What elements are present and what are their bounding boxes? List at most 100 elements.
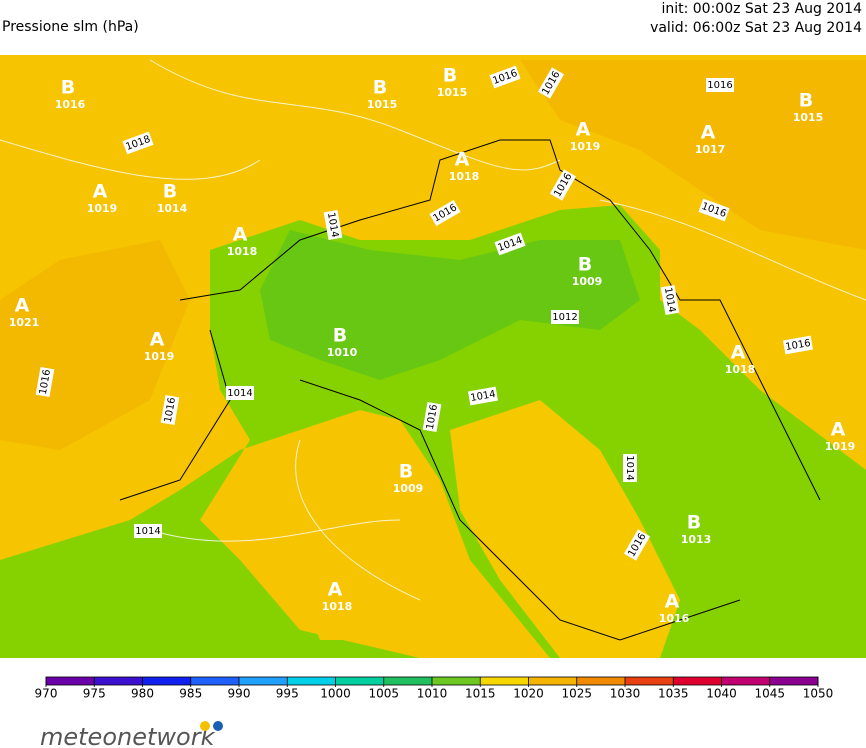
isobar-label-text: 1014: [470, 389, 497, 404]
isobar-label-box: [623, 529, 651, 561]
colorbar-tick-label: 1040: [706, 687, 737, 701]
logo-dot: [200, 721, 210, 731]
colorbar-segment: [335, 677, 385, 685]
colorbar-segment: [480, 677, 529, 685]
center-letter: B: [799, 90, 813, 112]
center-pressure: 1010: [327, 346, 358, 359]
center-pressure: 1018: [322, 600, 353, 613]
center-letter: B: [373, 77, 387, 99]
high-pressure-area: [0, 240, 190, 450]
colorbar-segment: [432, 677, 481, 685]
corsica-high: [305, 545, 360, 640]
colorbar-segment: [46, 677, 95, 685]
isobar-label-text: 1014: [624, 455, 635, 480]
isobar-label-box: [160, 394, 180, 426]
colorbar-tick-label: 990: [228, 687, 251, 701]
center-pressure: 1015: [437, 86, 468, 99]
isobar-label-text: 1014: [325, 212, 340, 239]
isobar-label-box: [623, 454, 637, 482]
center-letter: A: [328, 579, 343, 601]
isobar-label-text: 1014: [662, 287, 677, 314]
isobar-label: 1014: [623, 454, 637, 482]
init-time: init: 00:00z Sat 23 Aug 2014: [661, 1, 862, 17]
isobar-label-box: [782, 335, 814, 355]
center-pressure: 1014: [157, 202, 188, 215]
title: Pressione slm (hPa): [2, 19, 139, 35]
colorbar-tick-label: 970: [35, 687, 58, 701]
isobar-label-text: 1016: [163, 397, 178, 424]
colorbar-segment: [528, 677, 578, 685]
isobar-label: 1016: [422, 401, 442, 433]
center-letter: A: [831, 419, 846, 441]
isobar-label-box: [549, 169, 577, 201]
isobar-label-text: 1016: [38, 369, 53, 396]
isobar-label-box: [551, 310, 579, 324]
center-pressure: 1019: [144, 350, 175, 363]
isobar-label-box: [537, 67, 565, 99]
isobar-label: 1016: [782, 335, 814, 355]
center-letter: A: [455, 149, 470, 171]
colorbar-tick-label: 1045: [754, 687, 785, 701]
center-letter: A: [665, 591, 680, 613]
isobar-label-box: [226, 386, 254, 400]
colorbar-segment: [94, 677, 143, 685]
center-letter: A: [150, 329, 165, 351]
isobar-label-box: [489, 65, 521, 89]
low-pressure-core: [260, 230, 640, 380]
colorbar-tick-label: 995: [276, 687, 299, 701]
colorbar-tick-label: 1035: [658, 687, 689, 701]
center-letter: A: [731, 342, 746, 364]
center-pressure: 1019: [825, 440, 856, 453]
map: [0, 55, 866, 658]
isobar-label-box: [122, 131, 154, 155]
isobar-label: 1016: [35, 366, 55, 398]
center-pressure: 1016: [659, 612, 690, 625]
colorbar-segment: [721, 677, 771, 685]
colorbar-tick-label: 1050: [803, 687, 834, 701]
isobar-label-box: [467, 386, 499, 406]
center-pressure: 1018: [725, 363, 756, 376]
valid-time: valid: 06:00z Sat 23 Aug 2014: [650, 20, 862, 36]
colorbar-segment: [576, 677, 626, 685]
isobar-label: 1014: [467, 386, 499, 406]
center-letter: B: [61, 77, 75, 99]
isobar-label: 1014: [226, 386, 254, 400]
center-pressure: 1013: [681, 533, 712, 546]
isobar-label-box: [660, 284, 680, 316]
colorbar-segment: [625, 677, 674, 685]
colorbar-segment: [190, 677, 240, 685]
isobar-label-text: 1016: [785, 338, 812, 353]
high-pressure-area: [520, 60, 866, 250]
colorbar-tick-label: 1010: [417, 687, 448, 701]
center-pressure: 1021: [9, 316, 40, 329]
isobar-label: 1016: [160, 394, 180, 426]
isobar-label-text: 1016: [707, 80, 732, 91]
colorbar-segment: [142, 677, 192, 685]
colorbar-segment: [287, 677, 336, 685]
center-letter: B: [399, 461, 413, 483]
center-pressure: 1009: [572, 275, 603, 288]
colorbar-tick-label: 1025: [561, 687, 592, 701]
colorbar-tick-label: 975: [83, 687, 106, 701]
isobar-label-box: [698, 198, 730, 222]
isobar-label-text: 1012: [552, 312, 577, 323]
colorbar-tick-label: 980: [131, 687, 154, 701]
center-pressure: 1015: [793, 111, 824, 124]
center-pressure: 1009: [393, 482, 424, 495]
colorbar-segment: [673, 677, 722, 685]
isobar-label-text: 1014: [227, 388, 252, 399]
logo-text: meteonetwork: [40, 723, 216, 748]
colorbar-tick-label: 1000: [320, 687, 351, 701]
colorbar-segment: [769, 677, 819, 685]
isobar-label-text: 1016: [425, 404, 440, 431]
center-letter: A: [233, 224, 248, 246]
center-letter: B: [163, 181, 177, 203]
colorbar-tick-label: 1030: [610, 687, 641, 701]
isobar-label: 1014: [134, 524, 162, 538]
logo-dot: [213, 721, 223, 731]
center-pressure: 1015: [367, 98, 398, 111]
isobar-label-box: [706, 78, 734, 92]
colorbar-segment: [383, 677, 433, 685]
colorbar-tick-label: 1015: [465, 687, 496, 701]
